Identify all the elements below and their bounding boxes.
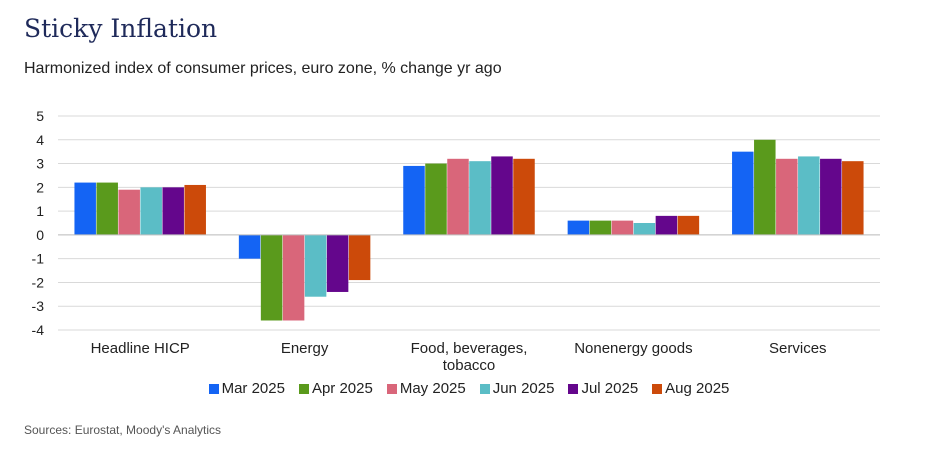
bar — [776, 158, 798, 235]
source-note: Sources: Eurostat, Moody's Analytics — [24, 423, 222, 437]
x-category-label: Energy — [281, 340, 329, 357]
legend-label: Jun 2025 — [492, 380, 555, 397]
bar — [842, 161, 864, 235]
legend-label: Apr 2025 — [311, 380, 373, 397]
bar — [469, 161, 491, 235]
y-tick-label: -2 — [32, 274, 45, 290]
x-category-label-line: Headline HICP — [91, 340, 190, 357]
legend-swatch — [652, 383, 663, 394]
y-tick-label: 5 — [36, 108, 44, 124]
legend-item: Mar 2025 — [208, 380, 285, 397]
y-tick-label: -1 — [32, 251, 45, 267]
legend-swatch — [298, 383, 309, 394]
x-category-label-line: Food, beverages, — [411, 340, 528, 357]
bar — [611, 220, 634, 235]
bar — [589, 220, 612, 235]
bar — [162, 187, 184, 235]
bar — [184, 184, 206, 235]
legend-item: Jun 2025 — [479, 380, 555, 397]
bar — [304, 234, 327, 297]
chart-subtitle: Harmonized index of consumer prices, eur… — [24, 60, 502, 77]
bar — [633, 223, 656, 235]
bar — [820, 158, 842, 235]
x-category-label-line: tobacco — [443, 357, 496, 374]
legend-item: May 2025 — [386, 380, 466, 397]
bar — [567, 220, 590, 235]
legend-item: Jul 2025 — [568, 380, 638, 397]
legend-swatch — [386, 383, 397, 394]
x-category-label-line: Energy — [281, 340, 329, 357]
x-category-label-line: Nonenergy goods — [574, 340, 692, 357]
bar — [491, 156, 513, 235]
bar — [655, 215, 678, 235]
bar — [74, 182, 96, 235]
legend-label: Jul 2025 — [581, 380, 639, 397]
x-category-label: Headline HICP — [91, 340, 190, 357]
bar — [732, 151, 754, 235]
bar — [140, 187, 162, 235]
legend-item: Apr 2025 — [298, 380, 373, 397]
bar — [96, 182, 118, 235]
y-tick-label: 0 — [36, 227, 44, 243]
bar — [798, 156, 820, 235]
x-category-label: Services — [769, 340, 827, 357]
bar — [326, 234, 349, 292]
x-category-label: Food, beverages, tobacco — [411, 340, 528, 374]
bar — [677, 215, 700, 235]
y-tick-label: 3 — [36, 156, 44, 172]
legend-label: Mar 2025 — [221, 380, 285, 397]
legend-swatch — [479, 383, 490, 394]
chart-title: Sticky Inflation — [24, 14, 218, 43]
y-tick-label: 4 — [36, 132, 44, 148]
y-tick-label: -3 — [32, 298, 45, 314]
bar — [238, 234, 261, 259]
bar — [447, 158, 469, 235]
bar — [118, 189, 140, 235]
bar — [348, 234, 371, 281]
legend-swatch — [568, 383, 579, 394]
legend-item: Aug 2025 — [652, 380, 729, 397]
y-tick-label: 2 — [36, 179, 44, 195]
bar — [425, 163, 447, 235]
legend-label: May 2025 — [399, 380, 466, 397]
x-category-label: Nonenergy goods — [574, 340, 692, 357]
bar — [754, 139, 776, 235]
x-category-label-line: Services — [769, 340, 827, 357]
legend-label: Aug 2025 — [665, 380, 730, 397]
chart-legend: Mar 2025 Apr 2025 May 2025 Jun 2025 Jul 2025… — [0, 380, 938, 397]
legend-swatch — [208, 383, 219, 394]
y-tick-label: 1 — [36, 203, 44, 219]
bar — [260, 234, 283, 321]
bar — [282, 234, 305, 321]
y-tick-label: -4 — [32, 322, 45, 338]
bar — [403, 165, 425, 235]
bar — [513, 158, 535, 235]
